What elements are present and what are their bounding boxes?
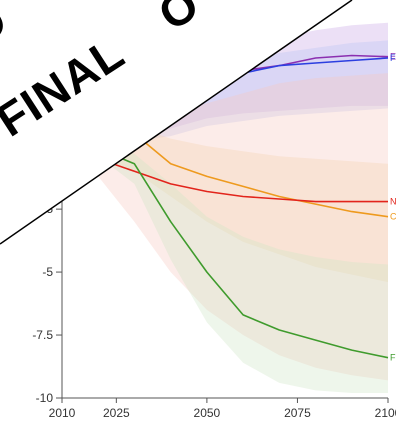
diagonal-divider-line xyxy=(0,0,353,245)
x-tick-label: 2050 xyxy=(194,406,221,420)
series-3-end-label: N xyxy=(390,197,396,207)
y-tick-label: -10 xyxy=(36,391,54,405)
uncertainty-bands xyxy=(62,22,388,393)
overlay-fragment-left: O xyxy=(0,0,16,56)
x-tick-label: 2075 xyxy=(284,406,311,420)
x-tick-label: 2025 xyxy=(103,406,130,420)
series-1-end-label: F xyxy=(390,53,396,63)
series-4-end-label: F xyxy=(390,353,396,363)
x-axis: 2010 2025 2050 2075 2100 xyxy=(49,397,396,420)
series-4-band xyxy=(62,141,388,393)
series-2-end-label: C xyxy=(390,212,396,222)
y-tick-label: -5 xyxy=(42,265,53,279)
x-tick-label: 2100 xyxy=(375,406,396,420)
y-tick-label: -7.5 xyxy=(32,328,53,342)
overlay-fragment-right: O xyxy=(149,0,208,40)
series-3-line xyxy=(61,145,388,203)
x-tick-label: 2010 xyxy=(49,406,76,420)
series-0-end-label: E xyxy=(390,52,396,62)
series-2-band xyxy=(62,126,388,283)
overlay-final-stamp: FINAL xyxy=(0,26,133,146)
series-3-band xyxy=(62,73,388,381)
